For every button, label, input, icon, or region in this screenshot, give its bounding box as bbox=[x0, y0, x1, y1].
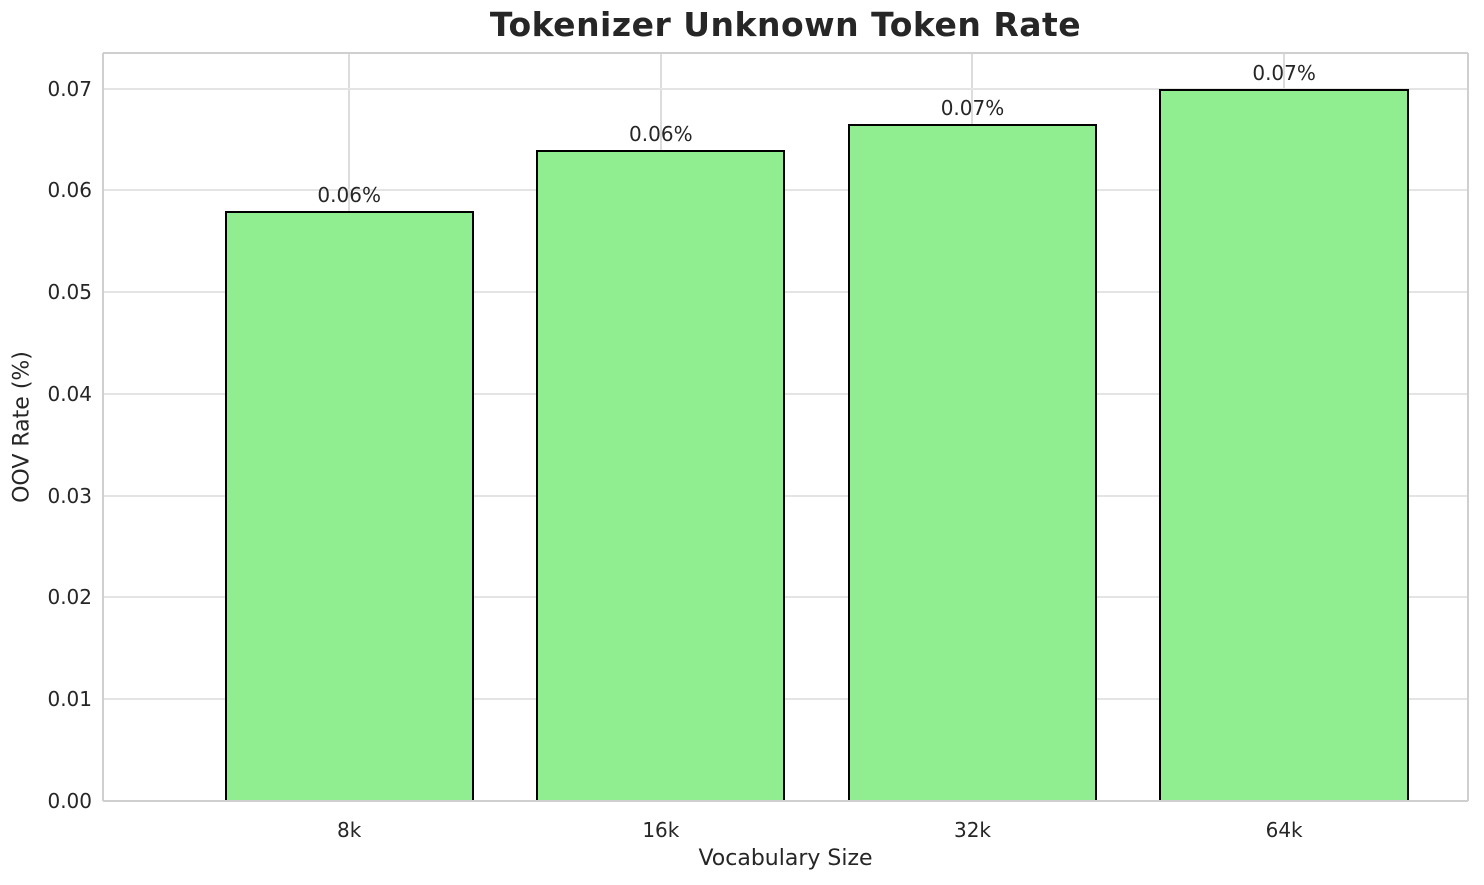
y-tick-label: 0.02 bbox=[47, 585, 92, 610]
x-tick-label: 32k bbox=[953, 818, 991, 842]
bar-64k bbox=[1159, 88, 1409, 801]
h-gridline bbox=[103, 392, 1468, 395]
x-tick-label: 64k bbox=[1265, 818, 1303, 842]
plot-area: 0.06% 0.06% 0.07% 0.07% bbox=[102, 52, 1469, 802]
h-gridline bbox=[103, 698, 1468, 701]
y-tick-label: 0.01 bbox=[47, 687, 92, 712]
bar-value-label: 0.07% bbox=[940, 96, 1005, 121]
y-tick-label: 0.06 bbox=[47, 178, 92, 203]
axis-spine-left bbox=[102, 53, 104, 801]
bar-32k bbox=[847, 124, 1098, 801]
axis-spine-bottom bbox=[103, 800, 1468, 802]
y-axis-label: OOV Rate (%) bbox=[9, 351, 35, 503]
bar-16k bbox=[536, 149, 786, 801]
h-gridline bbox=[103, 291, 1468, 294]
h-gridline bbox=[103, 87, 1468, 90]
bar-8k bbox=[224, 210, 474, 801]
y-tick-label: 0.04 bbox=[47, 381, 92, 406]
chart-title: Tokenizer Unknown Token Rate bbox=[489, 5, 1082, 44]
axis-spine-top bbox=[103, 52, 1468, 54]
h-gridline bbox=[103, 494, 1468, 497]
x-axis-label: Vocabulary Size bbox=[698, 846, 873, 871]
y-tick-label: 0.07 bbox=[47, 76, 92, 101]
y-tick-label: 0.05 bbox=[47, 280, 92, 305]
bar-value-label: 0.06% bbox=[629, 121, 693, 146]
bar-value-label: 0.06% bbox=[317, 182, 381, 207]
bar-value-label: 0.07% bbox=[1252, 60, 1316, 85]
axis-spine-right bbox=[1467, 53, 1469, 801]
h-gridline bbox=[103, 189, 1468, 192]
y-tick-label: 0.03 bbox=[47, 483, 92, 508]
y-tick-label: 0.00 bbox=[47, 789, 92, 813]
h-gridline bbox=[103, 596, 1468, 599]
x-tick-label: 16k bbox=[642, 818, 680, 842]
x-tick-label: 8k bbox=[337, 818, 362, 842]
